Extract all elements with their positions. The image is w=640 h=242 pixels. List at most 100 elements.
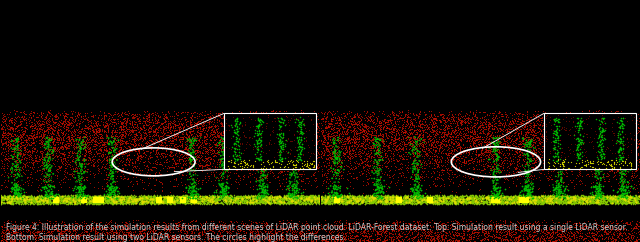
Point <box>220 167 230 171</box>
Point <box>45 192 55 196</box>
Point <box>252 164 262 168</box>
Point <box>44 195 54 198</box>
Point <box>198 221 208 225</box>
Point <box>221 194 232 198</box>
Point <box>268 200 278 204</box>
Point <box>203 156 213 160</box>
Point <box>28 201 38 204</box>
Point <box>227 196 237 200</box>
Point <box>290 186 300 189</box>
Point <box>472 227 482 231</box>
Point <box>582 226 592 229</box>
Point <box>417 163 427 166</box>
Point <box>605 159 616 162</box>
Point <box>318 199 328 203</box>
Point <box>6 120 16 123</box>
Point <box>554 200 564 204</box>
Point <box>599 124 609 128</box>
Point <box>93 166 103 170</box>
Point <box>86 237 97 241</box>
Point <box>79 224 89 228</box>
Point <box>515 237 525 241</box>
Point <box>307 147 317 151</box>
Point <box>399 157 410 161</box>
Point <box>263 154 273 158</box>
Point <box>531 200 541 204</box>
Point <box>570 139 580 143</box>
Point <box>14 227 24 231</box>
Point <box>569 133 579 137</box>
Point <box>337 176 348 180</box>
Point <box>566 224 577 228</box>
Point <box>60 194 70 198</box>
Point <box>381 197 391 201</box>
Point <box>283 148 293 152</box>
Point <box>99 226 109 229</box>
Point <box>266 202 276 205</box>
Point <box>562 119 572 123</box>
Point <box>470 199 481 203</box>
Point <box>285 157 296 161</box>
Point <box>603 142 613 146</box>
Point <box>335 153 345 157</box>
Point <box>577 199 587 203</box>
Point <box>128 129 138 133</box>
Point <box>333 236 343 240</box>
Point <box>550 189 561 193</box>
Point <box>120 140 130 144</box>
Point <box>444 153 454 157</box>
Point <box>312 127 322 130</box>
Point <box>317 195 328 199</box>
Point <box>86 150 96 154</box>
Point <box>250 125 260 129</box>
Point <box>527 168 537 172</box>
Point <box>275 158 285 162</box>
Point <box>341 198 351 202</box>
Point <box>399 232 410 236</box>
Point <box>186 197 196 200</box>
Point <box>113 196 124 200</box>
Point <box>225 238 235 242</box>
Point <box>566 119 577 123</box>
Point <box>302 159 312 163</box>
Point <box>619 166 629 170</box>
Point <box>444 177 454 181</box>
Point <box>144 225 154 229</box>
Point <box>505 241 515 242</box>
Point <box>3 178 13 182</box>
Point <box>575 229 585 233</box>
Point <box>111 234 121 238</box>
Point <box>13 153 23 157</box>
Point <box>410 197 420 200</box>
Point <box>551 167 561 171</box>
Point <box>356 201 366 205</box>
Point <box>291 171 301 175</box>
Point <box>456 165 466 168</box>
Point <box>242 195 252 199</box>
Point <box>95 140 105 144</box>
Point <box>581 173 591 177</box>
Point <box>573 155 583 159</box>
Point <box>155 162 165 166</box>
Point <box>626 129 636 133</box>
Point <box>394 228 404 232</box>
Point <box>516 196 527 200</box>
Point <box>168 184 179 188</box>
Point <box>36 120 47 123</box>
Point <box>417 125 427 129</box>
Point <box>100 124 110 128</box>
Point <box>289 200 300 204</box>
Point <box>219 238 229 242</box>
Point <box>272 147 282 151</box>
Point <box>291 193 301 197</box>
Point <box>563 234 573 238</box>
Point <box>49 162 59 166</box>
Point <box>65 138 75 142</box>
Point <box>412 137 422 141</box>
Point <box>627 198 637 202</box>
Point <box>232 125 242 129</box>
Point <box>253 154 264 158</box>
Point <box>522 150 532 153</box>
Point <box>374 165 384 169</box>
Point <box>632 237 640 241</box>
